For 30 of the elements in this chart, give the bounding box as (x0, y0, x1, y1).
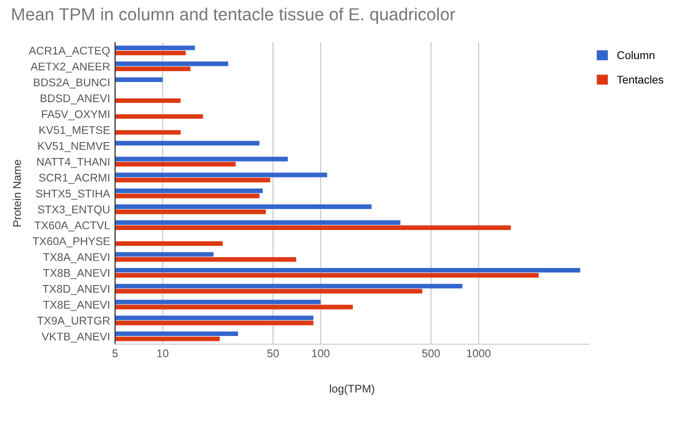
x-tick-label: 50 (267, 349, 279, 358)
x-tick-label: 100 (312, 349, 330, 358)
chart-title: Mean TPM in column and tentacle tissue of E. quadricolor (12, 8, 456, 24)
legend-label: Tentacles (617, 75, 664, 84)
x-tick-label: 1000 (467, 349, 490, 358)
y-tick-label: STX3_ENTQU (38, 206, 110, 216)
y-tick-label: TX60A_PHYSE (32, 237, 110, 248)
x-tick-label: 500 (422, 349, 440, 358)
y-tick-label: TX8E_ANEVI (43, 300, 110, 311)
y-tick-label: BDSD_ANEVI (40, 94, 110, 104)
x-tick-label: 10 (157, 349, 168, 358)
y-tick-label: BDS2A_BUNCI (34, 78, 110, 88)
y-tick-label: TX60A_ACTVL (34, 221, 110, 232)
y-tick-label: SHTX5_STIHA (36, 190, 110, 200)
y-tick-label: ACR1A_ACTEQ (28, 46, 110, 57)
y-tick-label: TX8A_ANEVI (43, 253, 110, 264)
y-axis-title: Protein Name (12, 160, 21, 226)
y-tick-label: AETX2_ANEER (30, 62, 110, 73)
x-tick-label: 5 (112, 350, 118, 358)
y-tick-label: SCR1_ACRMI (39, 174, 110, 184)
y-tick-label: NATT4_THANI (37, 158, 110, 168)
y-tick-label: VKTB_ANEVI (42, 332, 110, 343)
y-tick-label: KV51_NEMVE (38, 142, 110, 152)
y-tick-label: TX9A_URTGR (37, 316, 110, 327)
y-tick-label: TX8B_ANEVI (43, 269, 110, 280)
y-tick-label: KV51_METSE (40, 126, 110, 136)
x-axis-title: log(TPM) (330, 384, 374, 395)
legend-label: Column (617, 51, 654, 60)
y-tick-label: TX8D_ANEVI (42, 284, 110, 295)
y-tick-label: FA5V_OXYMI (42, 110, 110, 120)
